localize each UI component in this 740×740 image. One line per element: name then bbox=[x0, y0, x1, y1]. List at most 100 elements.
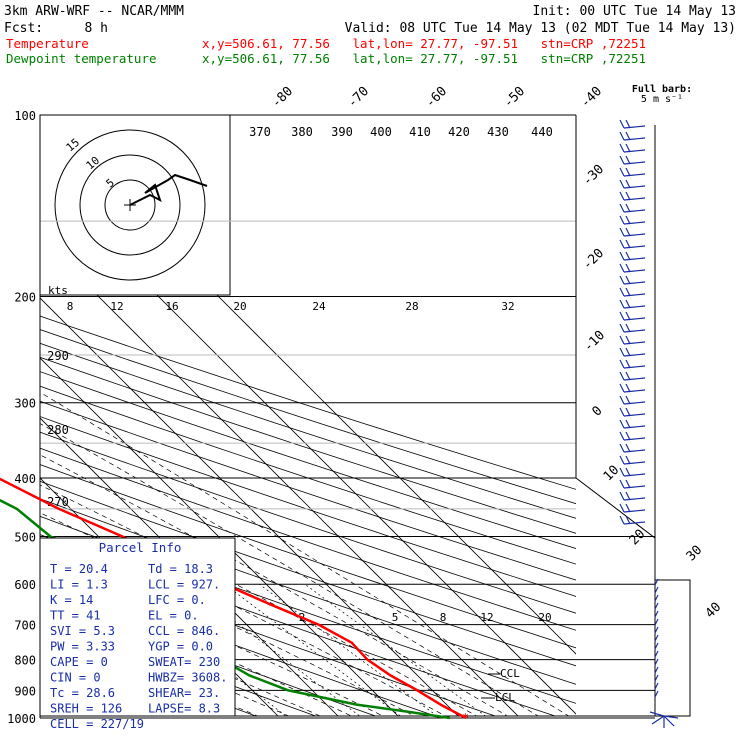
valid-time: Valid: 08 UTC Tue 14 May 13 (02 MDT Tue … bbox=[345, 21, 736, 36]
surface-marker: * bbox=[462, 711, 469, 725]
pressure-label: 900 bbox=[14, 684, 36, 698]
left-theta-label: 280 bbox=[47, 423, 69, 437]
parcel-info-left: CELL = 227/19 bbox=[50, 717, 144, 731]
wind-barb bbox=[619, 131, 646, 141]
temperature-trace bbox=[0, 477, 467, 720]
theta-label: 380 bbox=[291, 125, 313, 139]
wind-barb bbox=[619, 191, 646, 201]
wind-barb bbox=[619, 143, 646, 153]
wind-barb bbox=[619, 239, 646, 249]
parcel-info-right: Td = 18.3 bbox=[148, 562, 213, 576]
isotherm-label: 10 bbox=[601, 463, 623, 485]
pressure-label: 700 bbox=[14, 619, 36, 633]
wind-barb bbox=[654, 650, 659, 658]
legend-temperature-name: Temperature bbox=[6, 36, 89, 51]
pressure-label: 600 bbox=[14, 578, 36, 592]
parcel-info-right: SWEAT= 230 bbox=[148, 655, 220, 669]
isotherm-label: -60 bbox=[423, 84, 450, 111]
wind-barb bbox=[654, 634, 659, 642]
wind-barb bbox=[654, 666, 659, 674]
isotherm-label: -30 bbox=[580, 162, 607, 189]
mixing-ratio-label: 20 bbox=[538, 611, 551, 624]
frame-lower bbox=[40, 477, 691, 717]
parcel-info-left: CAPE = 0 bbox=[50, 655, 108, 669]
parcel-info-left: LI = 1.3 bbox=[50, 578, 108, 592]
dry-adiabat bbox=[40, 498, 576, 685]
wind-barb bbox=[619, 203, 646, 213]
speed-tick-label: 12 bbox=[110, 300, 123, 313]
wind-barb bbox=[619, 515, 646, 525]
moist-adiabat bbox=[40, 596, 321, 716]
wind-barb bbox=[654, 690, 659, 698]
parcel-info-left: Tc = 28.6 bbox=[50, 686, 115, 700]
wind-barb bbox=[619, 383, 646, 393]
barb-key-units: 5 m s⁻¹ bbox=[641, 94, 683, 105]
speed-tick-label: 24 bbox=[312, 300, 326, 313]
mixing-ratio-line bbox=[224, 583, 401, 716]
parcel-info-right: YGP = 0.0 bbox=[148, 640, 213, 654]
dry-adiabat bbox=[40, 431, 576, 614]
forecast-label: Fcst: bbox=[4, 21, 43, 36]
parcel-info-right: LAPSE= 8.3 bbox=[148, 702, 220, 716]
wind-barb bbox=[619, 467, 646, 477]
mixing-ratio-label: 12 bbox=[480, 611, 493, 624]
wind-barb bbox=[619, 119, 646, 129]
theta-label: 420 bbox=[448, 125, 470, 139]
pressure-label: 100 bbox=[14, 109, 36, 123]
speed-tick-label: 32 bbox=[501, 300, 514, 313]
parcel-info-left: SVI = 5.3 bbox=[50, 624, 115, 638]
dry-adiabat bbox=[40, 356, 576, 534]
wind-barb bbox=[619, 263, 646, 273]
legend-dewpoint-info: x,y=506.61, 77.56 lat,lon= 27.77, -97.51… bbox=[202, 51, 646, 66]
theta-label: 370 bbox=[249, 125, 271, 139]
isotherm-line bbox=[40, 297, 459, 716]
mixing-ratio-label: 8 bbox=[440, 611, 447, 624]
parcel-info-left: PW = 3.33 bbox=[50, 640, 115, 654]
wind-barb bbox=[654, 674, 659, 682]
wind-barb bbox=[654, 626, 659, 634]
wind-barb bbox=[619, 167, 646, 177]
mixing-ratio-label: 5 bbox=[392, 611, 399, 624]
parcel-info-left: CIN = 0 bbox=[50, 671, 101, 685]
wind-barb bbox=[619, 323, 646, 333]
pressure-label: 1000 bbox=[7, 712, 36, 726]
parcel-info-box: Parcel Info T = 20.4 Td = 18.3 LI = 1.3 LCL… bbox=[39, 537, 236, 731]
wind-barb bbox=[619, 359, 646, 369]
barb-key-title: Full barb: bbox=[632, 84, 692, 95]
dry-adiabat bbox=[40, 480, 576, 667]
speed-ticks: 8 12 16 20 24 28 32 bbox=[67, 300, 515, 313]
pressure-label: 800 bbox=[14, 654, 36, 668]
isotherm-label: -50 bbox=[501, 84, 528, 111]
wind-barb bbox=[619, 227, 646, 237]
theta-label: 440 bbox=[531, 125, 553, 139]
pressure-label: 300 bbox=[14, 397, 36, 411]
theta-label: 430 bbox=[487, 125, 509, 139]
lcl-marker: LCL bbox=[495, 691, 515, 704]
isotherm-labels: -80 -70 -60 -50 -40 -30 -20 -10 0 10 20 30 40 bbox=[269, 84, 724, 621]
wind-barb bbox=[654, 658, 659, 666]
dry-adiabat bbox=[40, 464, 576, 649]
isotherm-line bbox=[40, 417, 339, 716]
parcel-info-right: EL = 0. bbox=[148, 609, 199, 623]
dry-adiabat bbox=[40, 329, 576, 505]
wind-barb bbox=[619, 179, 646, 189]
theta-label: 410 bbox=[409, 125, 431, 139]
forecast-hour: 8 h bbox=[85, 21, 108, 36]
dry-adiabat bbox=[40, 400, 576, 581]
legend-temperature-info: x,y=506.61, 77.56 lat,lon= 27.77, -97.51… bbox=[202, 36, 646, 51]
wind-barb bbox=[619, 371, 646, 381]
dry-adiabat bbox=[40, 612, 317, 716]
wind-barb bbox=[619, 155, 646, 165]
wind-barb bbox=[619, 479, 646, 489]
legend-dewpoint-name: Dewpoint temperature bbox=[6, 51, 157, 66]
isotherm-label: -40 bbox=[578, 84, 605, 111]
dry-adiabat bbox=[40, 416, 576, 597]
wind-barb bbox=[619, 299, 646, 309]
speed-tick-label: 16 bbox=[165, 300, 178, 313]
sounding-traces: * bbox=[0, 477, 469, 725]
model-title: 3km ARW-WRF -- NCAR/MMM bbox=[4, 4, 184, 19]
wind-barb bbox=[654, 642, 659, 650]
wind-barb bbox=[619, 215, 646, 225]
